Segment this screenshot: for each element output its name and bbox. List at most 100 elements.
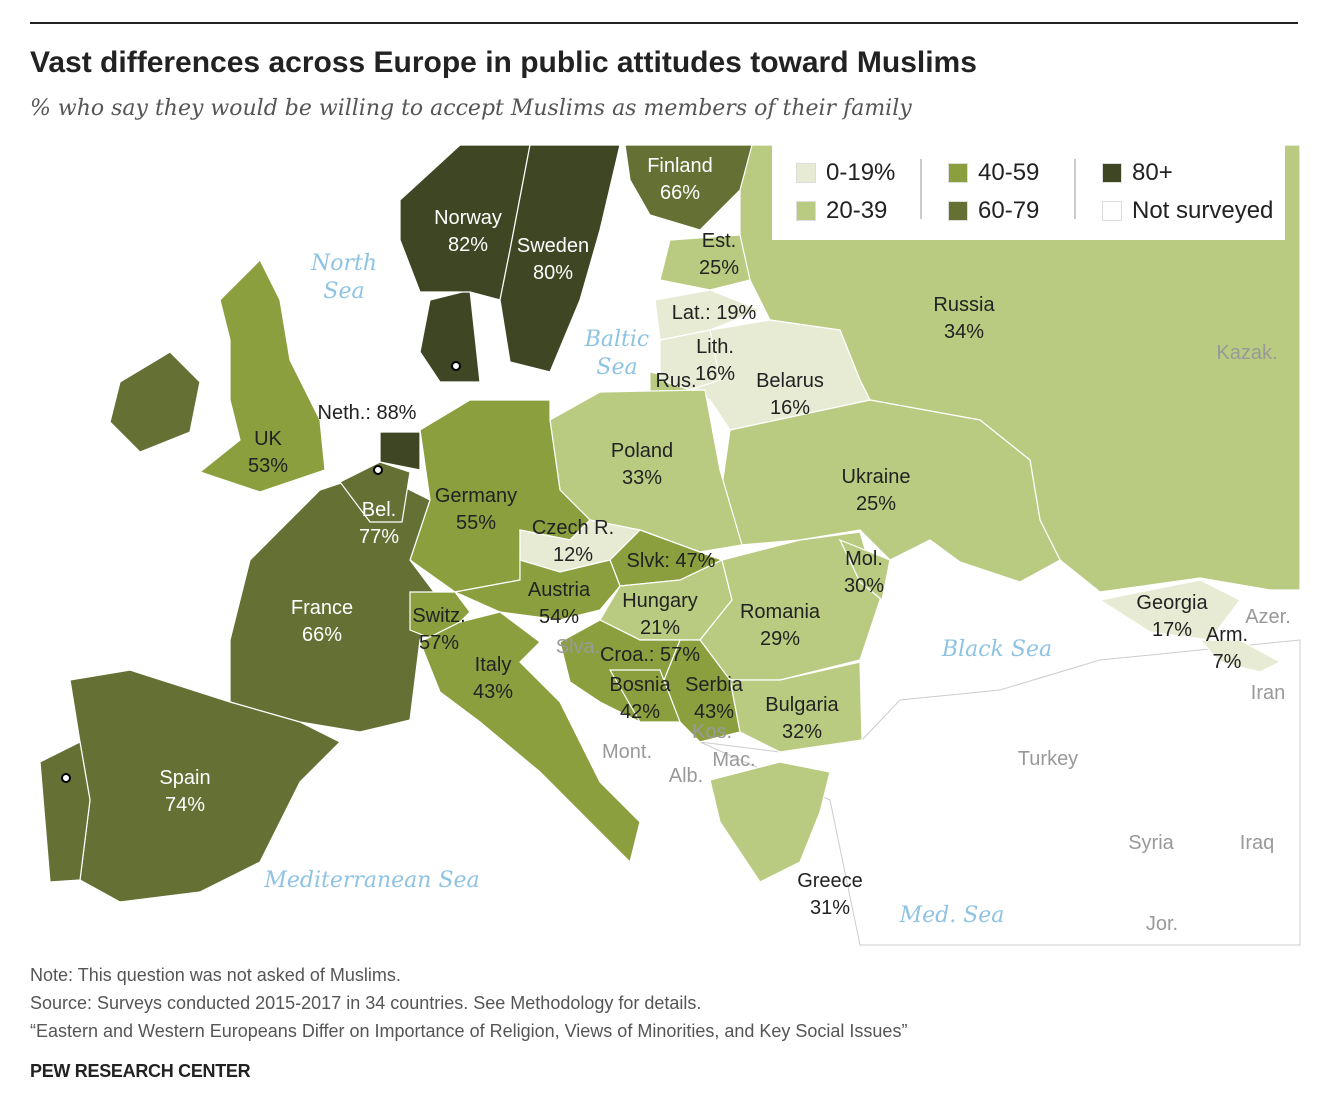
sea-north-sea: North Sea	[310, 251, 378, 304]
sea-black-sea: Black Sea	[941, 637, 1053, 662]
label-rus: Rus.	[655, 370, 697, 392]
country-value: 82%	[447, 234, 489, 256]
legend-item-20-39: 20-39	[796, 197, 887, 225]
label-turkey: Turkey	[1017, 748, 1079, 770]
report-title: “Eastern and Western Europeans Differ on…	[30, 1021, 908, 1041]
label-uk: UK 53%	[248, 426, 288, 480]
brand-logo-text: PEW RESEARCH CENTER	[30, 1061, 251, 1081]
country-value: 17%	[1151, 619, 1193, 641]
country-portugal	[39, 741, 91, 883]
country-name: Sweden	[516, 235, 590, 257]
chart-subtitle: % who say they would be willing to accep…	[30, 96, 912, 121]
legend-label: 40-59	[978, 159, 1040, 186]
country-belgium	[339, 461, 411, 523]
country-value: 81%	[354, 359, 396, 381]
country-france	[229, 469, 441, 733]
locator-dot	[451, 361, 461, 371]
country-value: 25%	[698, 257, 740, 279]
label-kos: Kos.	[691, 721, 733, 743]
country-denmark	[419, 289, 481, 383]
label-bulgaria: Bulgaria 32%	[765, 692, 838, 746]
country-value: 42%	[619, 701, 661, 723]
label-poland: Poland 33%	[611, 438, 673, 492]
legend: 0-19% 20-39 40-59 60-79 80+ Not surveyed	[772, 145, 1285, 240]
label-norway: Norway 82%	[434, 205, 502, 259]
country-name: Bulgaria	[765, 694, 839, 716]
top-rule	[30, 22, 1298, 24]
legend-label: Not surveyed	[1132, 197, 1274, 224]
label-czech: Czech R. 12%	[532, 515, 614, 569]
legend-swatch	[1102, 163, 1122, 183]
country-austria	[452, 559, 621, 621]
label-austria: Austria 54%	[528, 577, 590, 631]
label-iran: Iran	[1250, 682, 1286, 704]
country-name: Norway	[434, 207, 502, 229]
country-value: 66%	[659, 182, 701, 204]
label-bosnia: Bosnia 42%	[609, 672, 670, 726]
country-uk	[198, 258, 326, 493]
country-value: 57%	[418, 632, 460, 654]
country-ukraine	[719, 399, 1061, 583]
country-name: Bosnia	[609, 674, 671, 696]
country-name: Germany	[434, 485, 518, 507]
chart-title: Vast differences across Europe in public…	[30, 46, 977, 79]
country-value: 54%	[538, 606, 580, 628]
country-name: Russia	[933, 294, 995, 316]
country-name: Belarus	[756, 370, 824, 392]
country-moldova	[838, 538, 891, 602]
country-name: Arm.	[1205, 624, 1249, 646]
legend-swatch	[796, 201, 816, 221]
label-ireland: Ireland 60%	[37, 377, 98, 431]
legend-swatch	[1102, 201, 1122, 221]
label-ukraine: Ukraine 25%	[842, 464, 911, 518]
legend-item-40-59: 40-59	[948, 159, 1039, 187]
legend-item-0-19: 0-19%	[796, 159, 895, 187]
country-finland	[624, 144, 753, 231]
country-name: Spain	[159, 767, 211, 789]
label-slva: Slva.	[555, 636, 601, 658]
country-value: 74%	[164, 794, 206, 816]
legend-label: 60-79	[978, 197, 1040, 224]
country-value: 55%	[455, 512, 497, 534]
country-value: 16%	[769, 397, 811, 419]
label-spain: Spain 74%	[159, 765, 210, 819]
country-name: Czech R.	[531, 517, 615, 539]
country-value: 53%	[247, 455, 289, 477]
label-switzerland: Switz. 57%	[412, 603, 465, 657]
label-syria: Syria	[1128, 832, 1174, 854]
legend-swatch	[948, 163, 968, 183]
label-greece: Greece 31%	[797, 868, 863, 922]
label-france: France 66%	[291, 595, 353, 649]
country-name: Ukraine	[841, 466, 911, 488]
country-value: 29%	[759, 628, 801, 650]
label-russia: Russia 34%	[933, 292, 994, 346]
label-germany: Germany 55%	[435, 483, 517, 537]
country-name: Ireland	[37, 379, 99, 401]
country-armenia	[1198, 639, 1282, 673]
country-italy	[419, 611, 641, 864]
country-value: 31%	[809, 897, 851, 919]
label-azer: Azer.	[1245, 606, 1291, 628]
country-value: 34%	[943, 321, 985, 343]
country-name: Switz.	[412, 605, 466, 627]
label-belgium: Bel. 77%	[359, 497, 399, 551]
country-value: 43%	[693, 701, 735, 723]
legend-swatch	[796, 163, 816, 183]
country-name: Finland	[647, 155, 713, 177]
label-jor: Jor.	[1145, 913, 1179, 935]
country-name: Georgia	[1136, 592, 1208, 614]
label-armenia: Arm. 7%	[1206, 622, 1248, 676]
country-greece	[709, 761, 831, 883]
country-name: Bel.	[361, 499, 397, 521]
legend-item-60-79: 60-79	[948, 197, 1039, 225]
legend-divider	[1074, 159, 1076, 219]
label-moldova: Mol. 30%	[844, 546, 884, 600]
legend-item-not-surveyed: Not surveyed	[1102, 197, 1273, 225]
label-sweden: Sweden 80%	[517, 233, 589, 287]
label-romania: Romania 29%	[740, 599, 820, 653]
label-mont: Mont.	[601, 741, 653, 763]
label-finland: Finland 66%	[647, 153, 713, 207]
label-latvia: Lat.: 19%	[671, 302, 757, 324]
label-estonia: Est. 25%	[699, 228, 739, 282]
